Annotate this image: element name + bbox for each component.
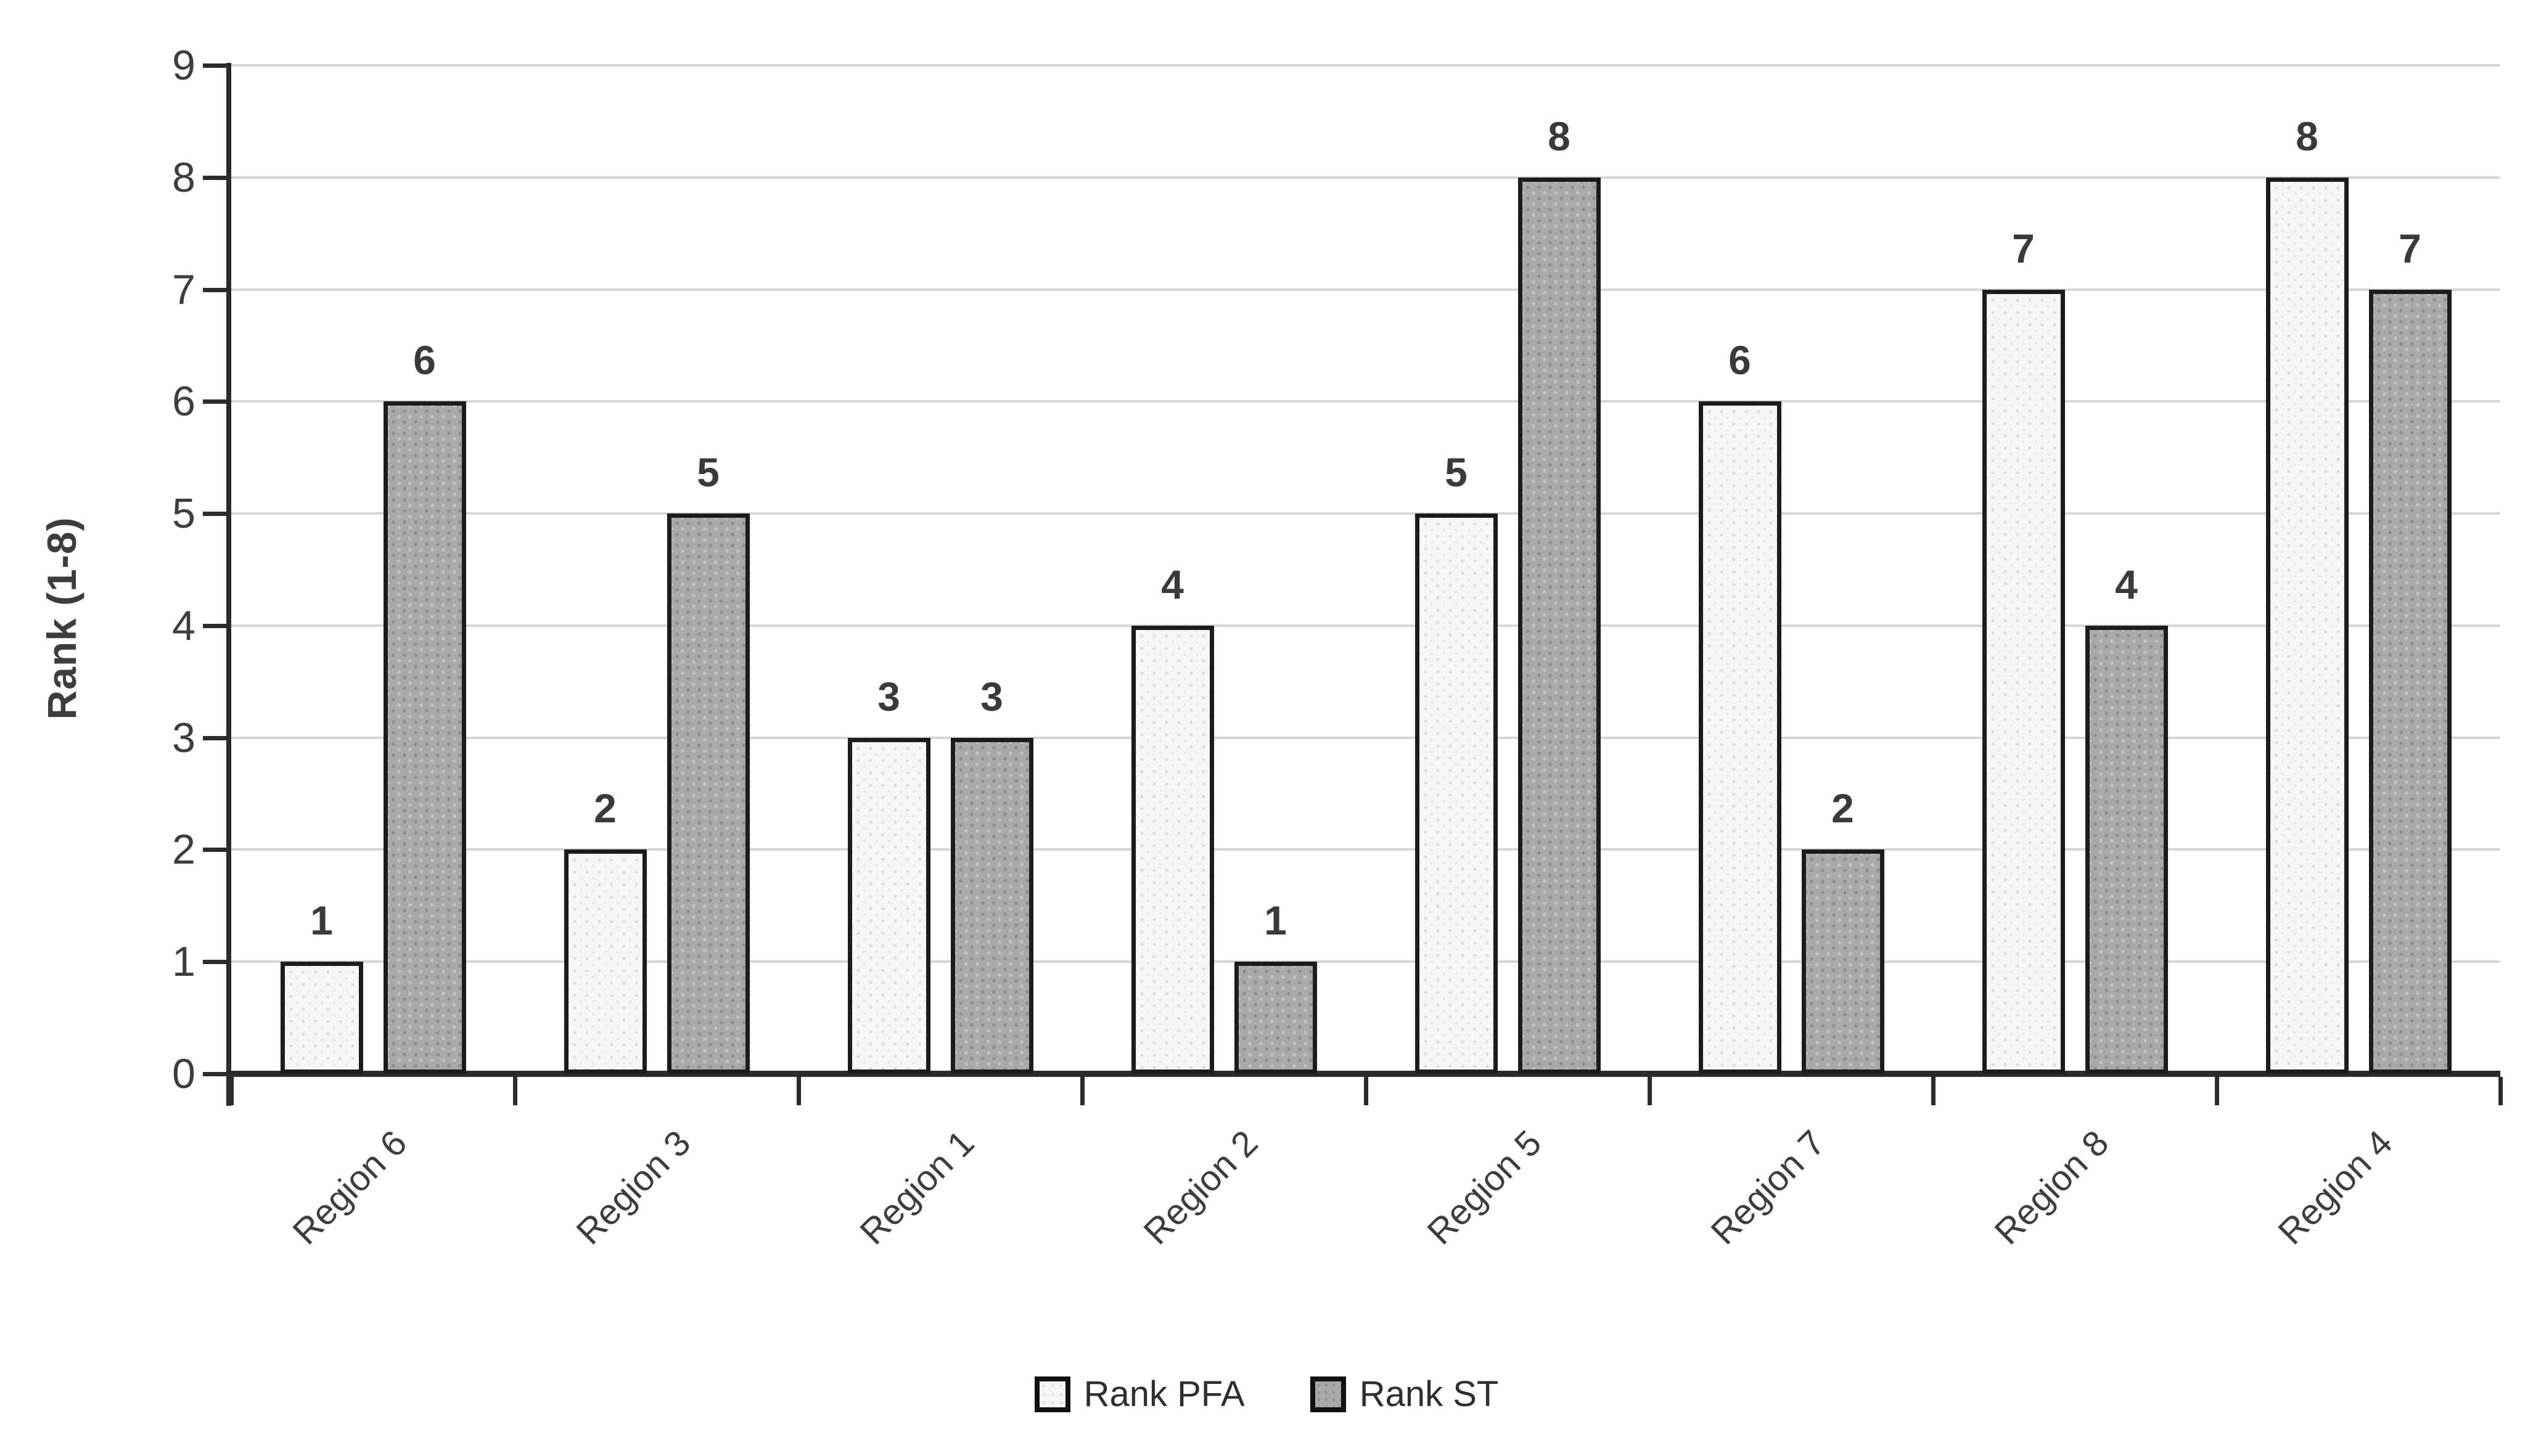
- y-axis-tick-label: 9: [172, 42, 195, 89]
- y-axis-tick-label: 3: [172, 714, 195, 761]
- bar-st-region-7: [1801, 849, 1884, 1074]
- gridline: [231, 176, 2500, 179]
- bar-value-label: 2: [594, 785, 617, 832]
- legend-swatch-rank-pfa: [1034, 1376, 1070, 1412]
- y-axis-tick: [203, 175, 228, 180]
- bar-value-label: 5: [697, 449, 720, 496]
- x-category-label: Region 2: [1136, 1123, 1266, 1253]
- legend-label-rank-st: Rank ST: [1359, 1374, 1499, 1414]
- bar-value-label: 7: [2399, 225, 2421, 271]
- x-category-label: Region 7: [1703, 1123, 1833, 1253]
- gridline: [231, 512, 2500, 515]
- x-axis-tick: [1648, 1077, 1652, 1105]
- x-axis-tick: [1080, 1077, 1085, 1105]
- gridline: [231, 736, 2500, 739]
- gridline: [231, 288, 2500, 291]
- gridline: [231, 960, 2500, 963]
- x-axis-tick: [1931, 1077, 1936, 1105]
- y-axis-tick-label: 1: [172, 938, 195, 986]
- bar-pfa-region-2: [1131, 625, 1214, 1074]
- bar-value-label: 4: [1161, 561, 1184, 607]
- x-category-label: Region 5: [1419, 1123, 1550, 1253]
- legend-item-rank-pfa: Rank PFA: [1034, 1373, 1245, 1415]
- y-axis-tick-label: 7: [172, 266, 195, 313]
- y-axis-tick: [203, 735, 228, 740]
- bar-st-region-2: [1234, 962, 1317, 1074]
- x-axis-tick: [513, 1077, 517, 1105]
- bar-st-region-5: [1517, 177, 1601, 1074]
- y-axis-tick-label: 6: [172, 378, 195, 425]
- x-axis-tick: [229, 1077, 234, 1105]
- x-axis-tick: [2215, 1077, 2219, 1105]
- gridline: [231, 400, 2500, 403]
- legend-item-rank-st: Rank ST: [1310, 1373, 1499, 1415]
- x-axis-tick: [1364, 1077, 1368, 1105]
- y-axis-tick: [203, 1072, 228, 1076]
- y-axis-line: [226, 63, 231, 1106]
- gridline: [231, 848, 2500, 851]
- bar-pfa-region-7: [1698, 401, 1781, 1074]
- x-axis-line: [226, 1071, 2500, 1077]
- bar-value-label: 6: [413, 337, 436, 383]
- bar-value-label: 3: [877, 673, 900, 719]
- y-axis-tick: [203, 63, 228, 68]
- y-axis-tick: [203, 623, 228, 628]
- bar-value-label: 5: [1445, 449, 1468, 496]
- bar-value-label: 2: [1831, 785, 1854, 832]
- x-axis-tick: [797, 1077, 801, 1105]
- bar-value-label: 1: [310, 898, 333, 944]
- bar-st-region-3: [667, 513, 750, 1074]
- bar-value-label: 3: [980, 673, 1003, 719]
- bar-pfa-region-8: [1982, 289, 2065, 1074]
- legend-label-rank-pfa: Rank PFA: [1083, 1374, 1245, 1414]
- x-category-label: Region 6: [285, 1123, 415, 1253]
- bar-pfa-region-6: [280, 962, 363, 1074]
- y-axis-tick: [203, 287, 228, 292]
- bar-value-label: 1: [1264, 898, 1287, 944]
- bar-pfa-region-1: [847, 737, 930, 1074]
- y-axis-tick: [203, 399, 228, 404]
- legend-swatch-rank-st: [1310, 1376, 1346, 1412]
- y-axis-tick-label: 2: [172, 826, 195, 873]
- bar-st-region-6: [383, 401, 466, 1074]
- bar-value-label: 8: [1548, 113, 1570, 159]
- bar-st-region-1: [950, 737, 1033, 1074]
- bar-st-region-4: [2368, 289, 2452, 1074]
- bar-pfa-region-4: [2265, 177, 2349, 1074]
- y-axis-tick-label: 4: [172, 602, 195, 649]
- y-axis-title: Rank (1-8): [39, 517, 84, 720]
- x-category-label: Region 4: [2270, 1123, 2400, 1253]
- bar-value-label: 7: [2012, 225, 2035, 271]
- gridline: [231, 624, 2500, 627]
- bar-value-label: 6: [1728, 337, 1751, 383]
- legend: Rank PFA Rank ST: [0, 1373, 2533, 1415]
- gridline: [231, 64, 2500, 67]
- y-axis-tick-label: 5: [172, 490, 195, 538]
- x-category-label: Region 8: [1987, 1123, 2117, 1253]
- bar-pfa-region-5: [1414, 513, 1498, 1074]
- x-axis-tick: [2498, 1077, 2503, 1105]
- y-axis-tick: [203, 848, 228, 853]
- y-axis-tick-label: 0: [172, 1050, 195, 1097]
- bar-st-region-8: [2085, 625, 2168, 1074]
- bar-value-label: 4: [2115, 561, 2138, 607]
- x-category-label: Region 3: [569, 1123, 699, 1253]
- y-axis-tick-label: 8: [172, 153, 195, 201]
- y-axis-tick: [203, 960, 228, 965]
- y-axis-tick: [203, 512, 228, 517]
- bar-pfa-region-3: [564, 849, 647, 1074]
- x-category-label: Region 1: [852, 1123, 982, 1253]
- bar-value-label: 8: [2296, 113, 2318, 159]
